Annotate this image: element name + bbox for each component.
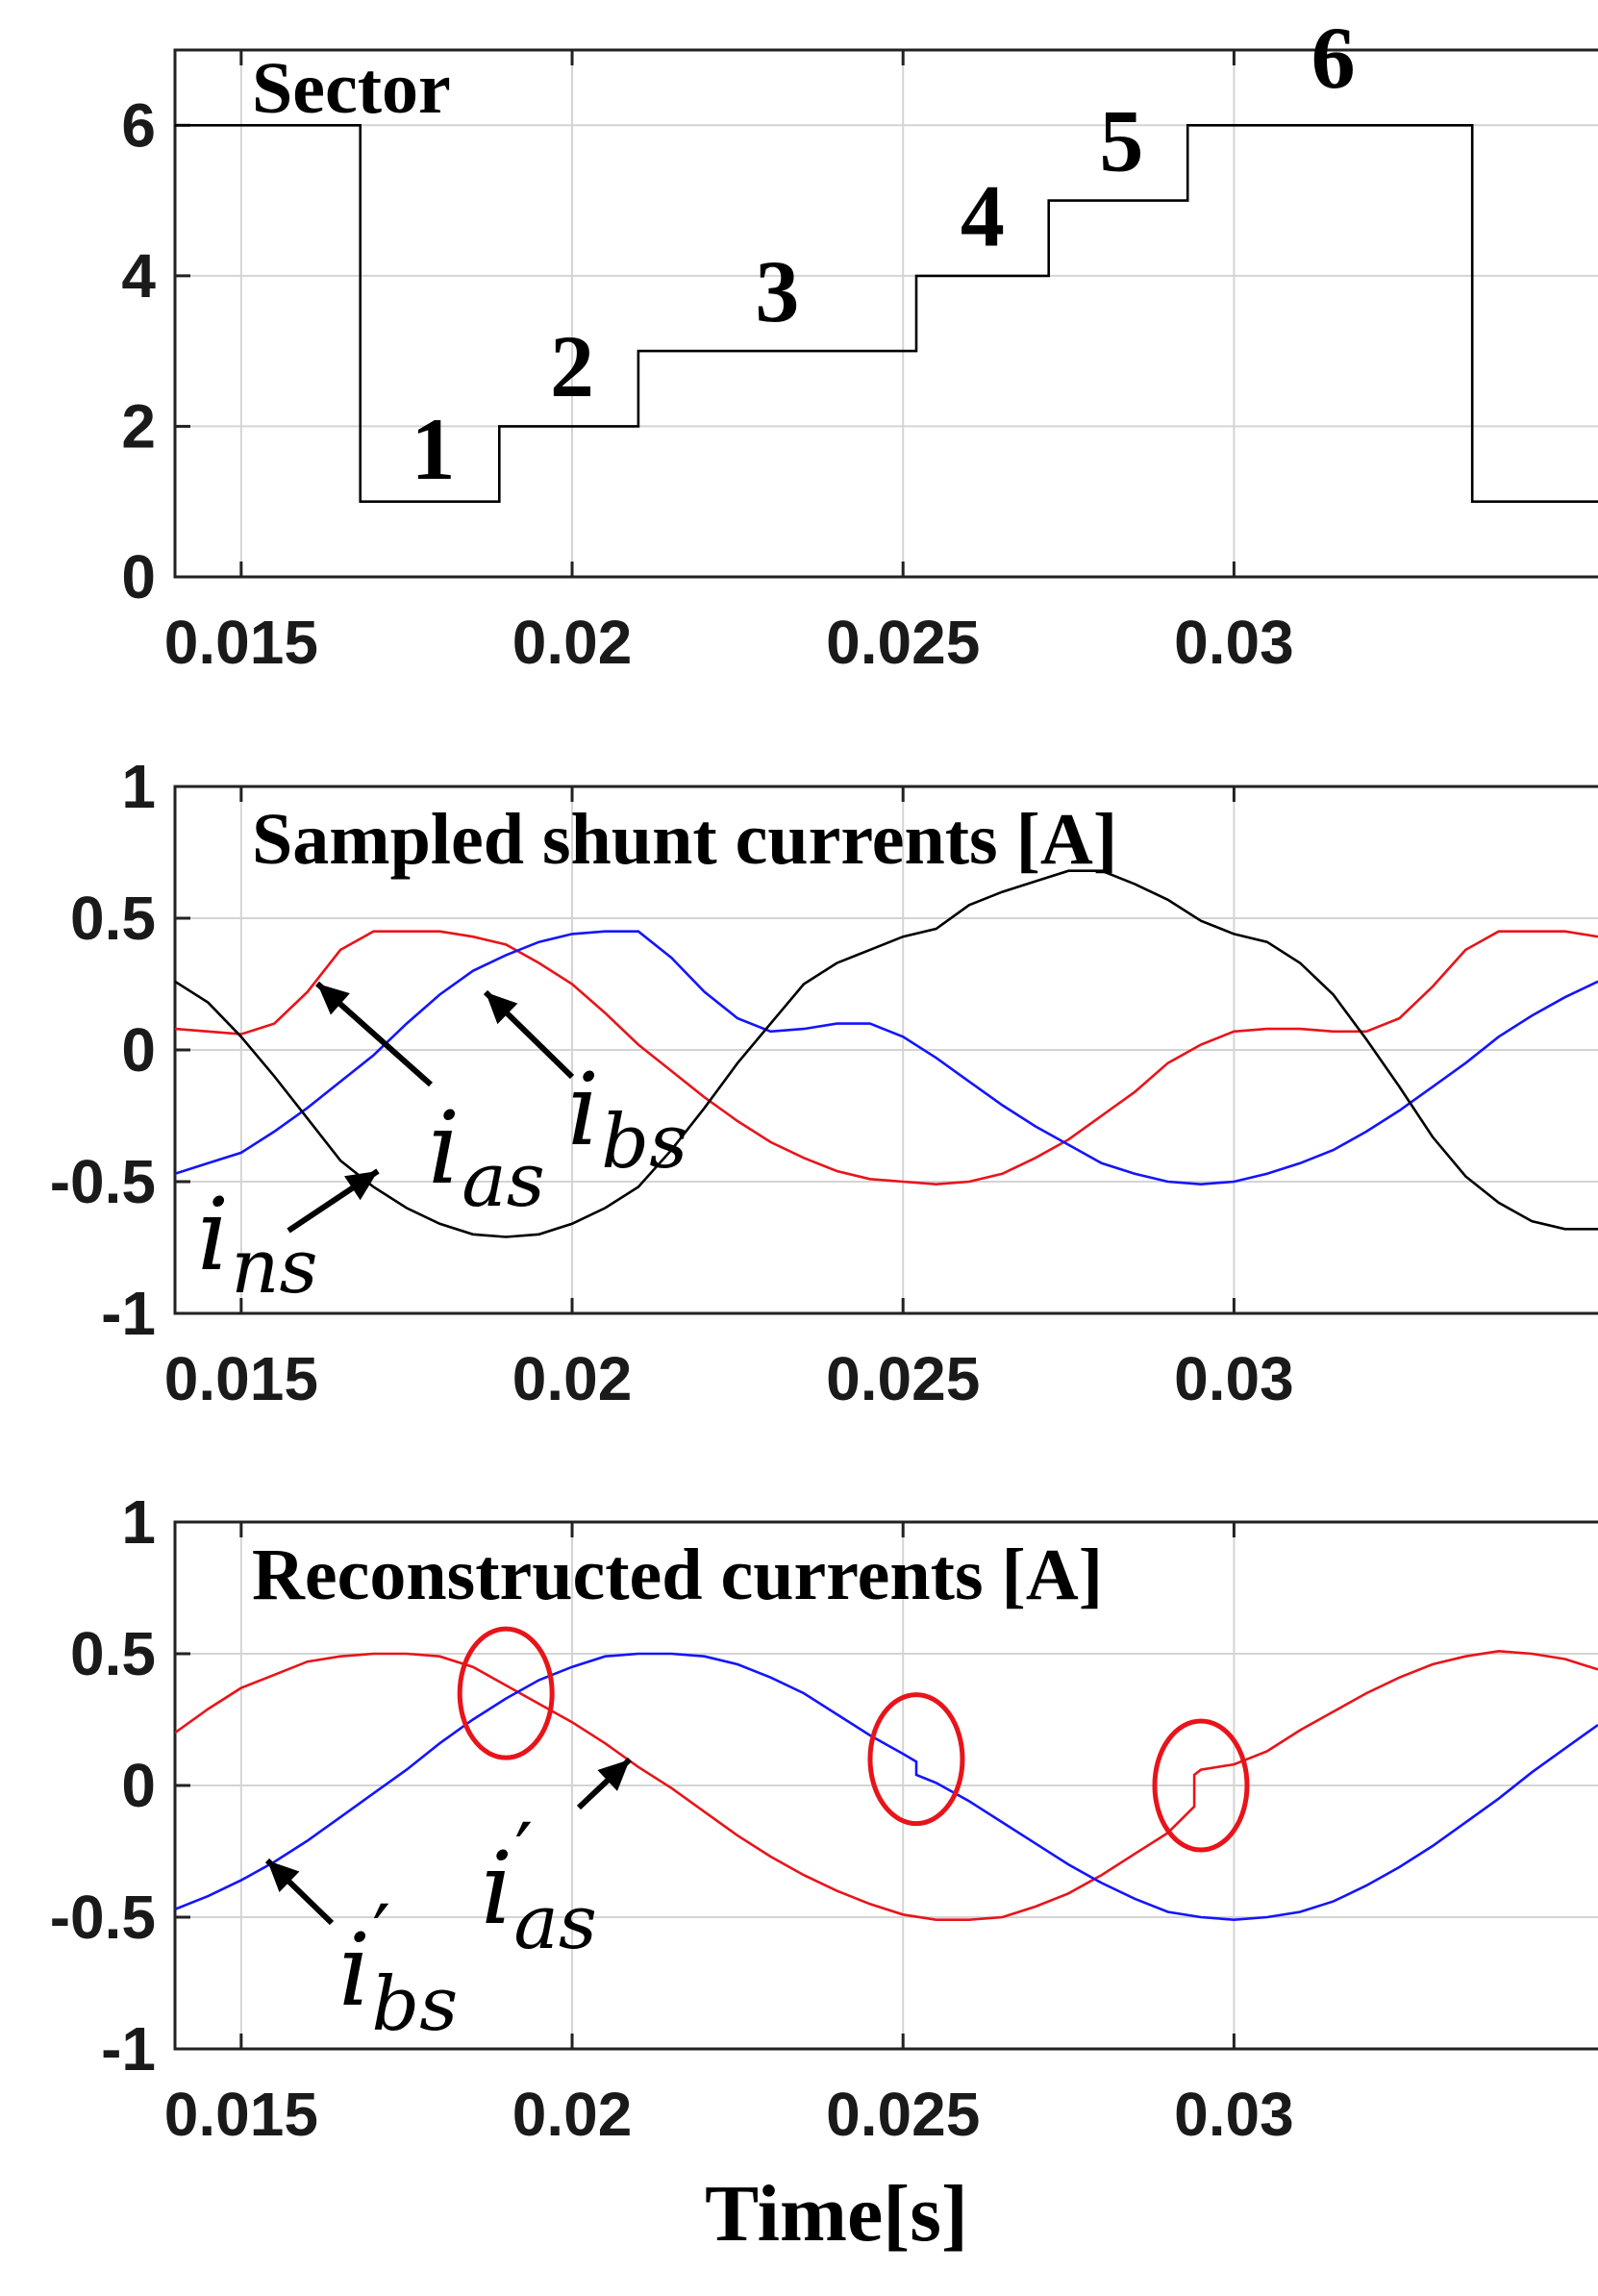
x-tick-label: 0.02 xyxy=(512,608,633,677)
y-tick-label: 1 xyxy=(121,752,156,821)
series-name-label: ins xyxy=(197,1176,318,1310)
panel-title: Sampled shunt currents [A] xyxy=(252,799,1117,880)
series-line xyxy=(175,930,1598,1186)
highlight-circle xyxy=(1152,1718,1250,1853)
y-tick-label: -0.5 xyxy=(50,1147,156,1216)
panel-title: Reconstructed currents [A] xyxy=(252,1535,1103,1615)
x-axis-label: Time[s] xyxy=(705,2169,968,2259)
annotation-arrowhead xyxy=(317,984,350,1015)
y-tick-label: 0.5 xyxy=(70,884,156,953)
y-tick-label: -1 xyxy=(101,1279,156,1348)
sector-number-label: 2 xyxy=(550,317,594,415)
series-line xyxy=(175,869,1598,1238)
panel-title: Sector xyxy=(252,48,451,129)
y-tick-label: 2 xyxy=(121,391,156,461)
x-tick-label: 0.015 xyxy=(164,2080,318,2149)
x-tick-label: 0.03 xyxy=(1174,2080,1294,2149)
x-tick-label: 0.025 xyxy=(826,2080,980,2149)
sampled-currents-panel: 0.015 0.02 0.025 0.03 -1 -0.5 0 0.5 1 Sampled shu… xyxy=(50,752,1598,1413)
x-tick-label: 0.025 xyxy=(826,1344,980,1413)
x-tick-label: 0.02 xyxy=(512,1344,633,1413)
y-tick-label: -1 xyxy=(101,2014,156,2084)
series-line xyxy=(175,1652,1598,1922)
series-line xyxy=(175,930,1598,1186)
sector-number-label: 6 xyxy=(1311,9,1356,107)
series-name-label: ibs xyxy=(567,1051,687,1185)
y-tick-label: 0.5 xyxy=(70,1619,156,1688)
x-tick-label: 0.015 xyxy=(164,608,318,677)
y-tick-label: 1 xyxy=(121,1487,156,1557)
reconstructed-currents-panel: 0.015 0.02 0.025 0.03 -1 -0.5 0 0.5 1 Reconstruct… xyxy=(50,1487,1598,2149)
sector-number-label: 3 xyxy=(755,242,799,340)
annotation-arrowhead xyxy=(344,1171,378,1201)
series-line xyxy=(175,1649,1598,1921)
y-tick-label: 0 xyxy=(121,542,156,611)
y-tick-label: 6 xyxy=(121,90,156,160)
x-tick-label: 0.025 xyxy=(826,608,980,677)
series-name-label: ias xyxy=(428,1089,545,1224)
series-name-label: i′ bs xyxy=(338,1887,458,2048)
highlight-circle xyxy=(867,1692,965,1827)
series-line xyxy=(175,124,1598,503)
series-name-label: i′ as xyxy=(481,1806,597,1966)
annotation-arrowhead xyxy=(486,992,518,1025)
annotation-arrowhead xyxy=(267,1860,300,1893)
y-tick-label: 0 xyxy=(121,1751,156,1820)
highlight-circle xyxy=(457,1626,555,1760)
y-tick-label: 0 xyxy=(121,1015,156,1085)
plot-frame xyxy=(173,48,1598,579)
sector-number-label: 4 xyxy=(961,167,1005,265)
x-tick-label: 0.03 xyxy=(1174,1344,1294,1413)
annotation-arrowhead xyxy=(597,1759,630,1791)
y-tick-label: -0.5 xyxy=(50,1883,156,1952)
sector-number-label: 5 xyxy=(1099,91,1143,189)
sector-number-label: 1 xyxy=(411,400,455,498)
y-tick-label: 4 xyxy=(121,241,156,311)
x-tick-label: 0.015 xyxy=(164,1344,318,1413)
x-tick-label: 0.03 xyxy=(1174,608,1294,677)
x-tick-label: 0.02 xyxy=(512,2080,633,2149)
